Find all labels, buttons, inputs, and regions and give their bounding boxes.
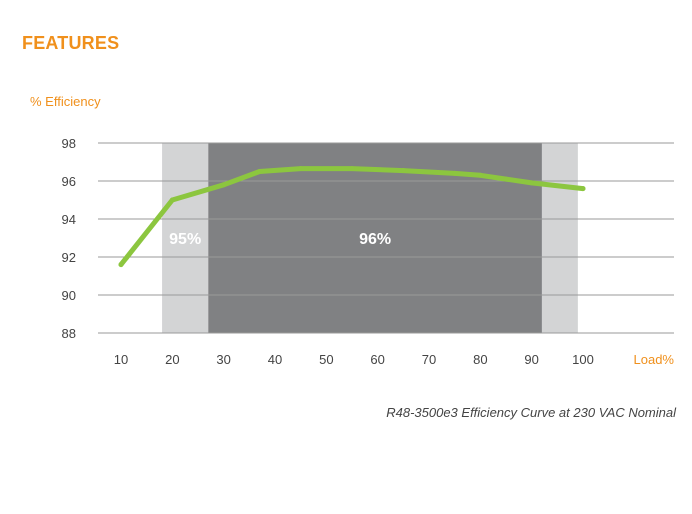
x-tick-label: 20 (165, 352, 179, 367)
band-label: 95% (169, 231, 201, 248)
band-2 (541, 143, 578, 333)
y-tick-label: 94 (62, 212, 76, 227)
y-tick-label: 96 (62, 174, 76, 189)
y-tick-labels: 88 90 92 94 96 98 (62, 136, 76, 341)
x-tick-label: 100 (572, 352, 594, 367)
y-tick-label: 92 (62, 250, 76, 265)
data-point (169, 197, 175, 203)
y-tick-label: 88 (62, 326, 76, 341)
x-tick-label: 60 (370, 352, 384, 367)
data-point (400, 168, 406, 174)
x-tick-label: 30 (216, 352, 230, 367)
x-tick-label: 10 (114, 352, 128, 367)
gridlines (98, 142, 674, 334)
band-label: 96% (359, 231, 391, 248)
features-heading: FEATURES (22, 33, 120, 53)
data-point (477, 172, 483, 178)
x-tick-label: 80 (473, 352, 487, 367)
data-point (298, 166, 304, 172)
y-tick-label: 90 (62, 288, 76, 303)
data-point (452, 170, 458, 176)
series-layer (118, 166, 586, 268)
data-point (349, 166, 355, 172)
x-tick-labels: 10 20 30 40 50 60 70 80 90 100 (114, 352, 594, 367)
data-point (529, 180, 535, 186)
x-tick-label: 90 (524, 352, 538, 367)
band-0 (162, 143, 209, 333)
y-axis-label: % Efficiency (30, 94, 101, 109)
x-tick-label: 40 (268, 352, 282, 367)
data-point (257, 169, 263, 174)
x-tick-label: 70 (422, 352, 436, 367)
data-point (221, 182, 227, 188)
y-tick-label: 98 (62, 136, 76, 151)
data-point (503, 176, 509, 182)
data-point (580, 186, 586, 192)
band-labels: 95% 96% (169, 231, 391, 248)
data-point (118, 262, 124, 268)
chart-caption: R48-3500e3 Efficiency Curve at 230 VAC N… (386, 405, 676, 420)
efficiency-line (118, 166, 586, 268)
x-axis-label: Load% (634, 352, 675, 367)
x-tick-label: 50 (319, 352, 333, 367)
